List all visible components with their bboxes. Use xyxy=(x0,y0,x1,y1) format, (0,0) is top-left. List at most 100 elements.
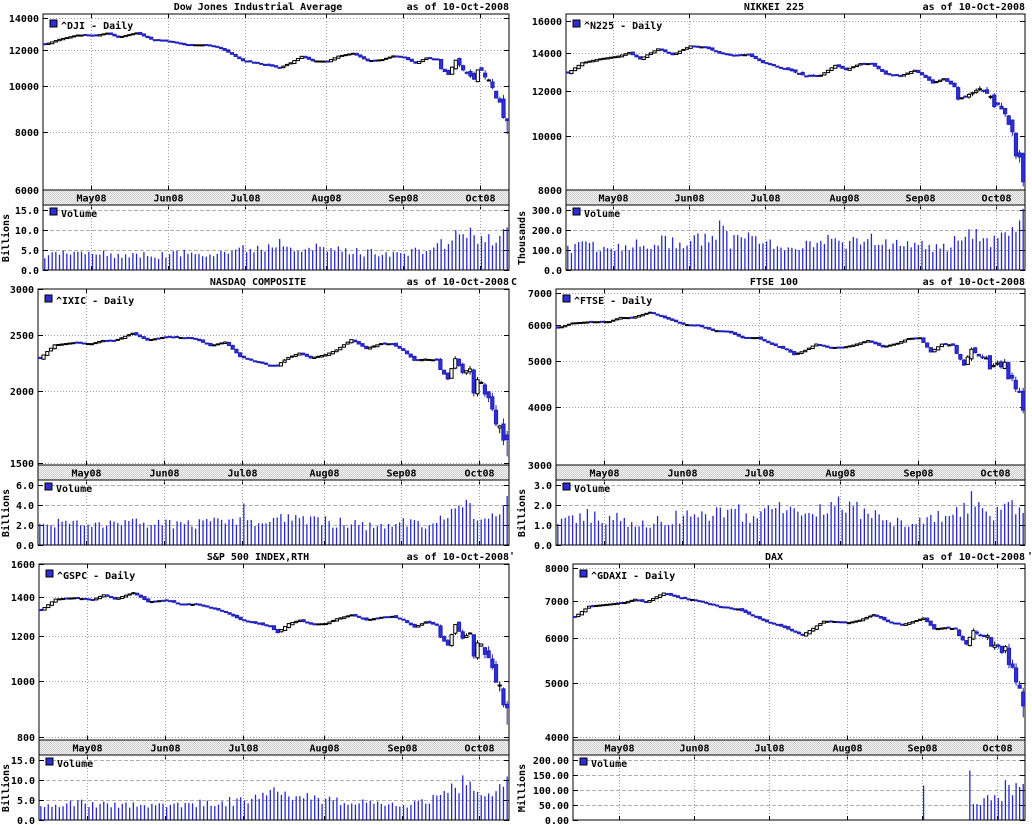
candle-up xyxy=(46,42,51,45)
candle-down xyxy=(308,355,313,359)
volume-axis-tick-label: 2.0 xyxy=(16,521,34,532)
candle-down xyxy=(928,620,933,626)
month-label: May08 xyxy=(76,194,106,205)
candle-down xyxy=(493,409,499,425)
candle-up xyxy=(453,358,458,369)
candle-down xyxy=(692,45,697,48)
volume-axis-tick-label: 50.00 xyxy=(539,801,569,812)
candle-down xyxy=(364,617,369,621)
candle-up xyxy=(200,44,205,47)
candle-down xyxy=(109,595,114,599)
candle-up xyxy=(597,604,602,607)
candle-down xyxy=(782,625,787,629)
candle-down xyxy=(711,603,716,606)
candle-down xyxy=(427,620,432,624)
candle-up xyxy=(160,337,165,340)
candle-up xyxy=(804,632,809,637)
month-label: Jun08 xyxy=(149,469,179,480)
candle-up xyxy=(386,343,391,346)
candle-up xyxy=(677,50,682,54)
candle-down xyxy=(976,353,981,357)
candle-up xyxy=(347,53,352,56)
candle-down xyxy=(999,645,1004,653)
volume-bars xyxy=(44,227,508,270)
candle-down xyxy=(695,45,701,48)
candle-down xyxy=(149,36,154,40)
candle-down xyxy=(215,45,220,48)
candle-down xyxy=(725,330,730,333)
candle-down xyxy=(408,353,413,358)
candle-down xyxy=(364,345,369,349)
candle-up xyxy=(601,57,607,60)
candle-down xyxy=(731,54,737,57)
candle-up xyxy=(467,368,473,373)
candle-down xyxy=(746,53,751,56)
candle-up xyxy=(321,60,326,63)
candle-down xyxy=(692,324,697,327)
candle-down xyxy=(670,52,675,56)
price-axis-tick-label: 6000 xyxy=(15,186,39,197)
volume-unit-label: Billions xyxy=(0,764,12,812)
candle-up xyxy=(53,40,58,43)
chart-title: Dow Jones Industrial Average xyxy=(174,1,343,13)
candle-up xyxy=(871,614,876,617)
candle-down xyxy=(953,627,958,630)
candle-up xyxy=(97,595,103,600)
candle-up xyxy=(833,64,838,69)
candle-down xyxy=(950,343,956,346)
candle-up xyxy=(63,343,68,346)
candle-down xyxy=(145,35,150,39)
candle-up xyxy=(969,348,974,360)
candle-up xyxy=(605,57,610,60)
candle-down xyxy=(434,358,439,361)
candle-up xyxy=(814,625,819,630)
candle-down xyxy=(386,616,391,619)
candle-up xyxy=(283,626,288,632)
candle-up xyxy=(48,347,54,352)
candle-up xyxy=(123,594,129,598)
candle-up xyxy=(984,357,989,360)
candle-down xyxy=(220,609,225,612)
candle-down xyxy=(301,352,306,356)
candle-down xyxy=(303,55,308,59)
price-axis-tick-label: 3000 xyxy=(528,461,552,472)
candle-down xyxy=(703,326,708,329)
candle-up xyxy=(906,337,911,341)
candle-down xyxy=(438,358,443,370)
candle-down xyxy=(1013,379,1018,390)
candle-down xyxy=(773,343,778,347)
candle-down xyxy=(945,78,950,82)
candle-up xyxy=(821,620,827,624)
candle-down xyxy=(815,74,820,77)
candle-up xyxy=(130,332,135,335)
candle-up xyxy=(371,618,377,621)
price-axis-tick-label: 7000 xyxy=(545,597,569,608)
candle-down xyxy=(681,322,686,325)
candle-down xyxy=(405,57,411,61)
candle-down xyxy=(762,339,767,342)
volume-axis-tick-label: 0.0 xyxy=(534,541,552,550)
as-of-label: as of 10-Oct-2008 xyxy=(407,2,509,13)
candle-down xyxy=(461,65,466,71)
chart-title: DAX xyxy=(765,552,783,563)
candle-up xyxy=(497,684,502,687)
price-axis-tick-label: 3000 xyxy=(10,285,34,296)
candle-up xyxy=(75,34,80,37)
month-label: Oct08 xyxy=(981,194,1011,205)
candle-down xyxy=(230,344,235,350)
candle-down xyxy=(409,58,414,62)
price-axis-tick-label: 12000 xyxy=(9,46,39,57)
candle-down xyxy=(600,320,605,323)
candle-down xyxy=(156,39,161,42)
candle-up xyxy=(858,342,863,345)
candle-down xyxy=(872,62,878,67)
candle-up xyxy=(633,598,638,602)
candle-up xyxy=(312,356,317,359)
candle-down xyxy=(233,53,238,57)
candle-up xyxy=(615,602,620,605)
candle-down xyxy=(360,617,365,620)
candle-down xyxy=(185,44,191,47)
candle-up xyxy=(375,344,380,348)
candle-down xyxy=(956,87,961,100)
candle-down xyxy=(186,337,191,340)
